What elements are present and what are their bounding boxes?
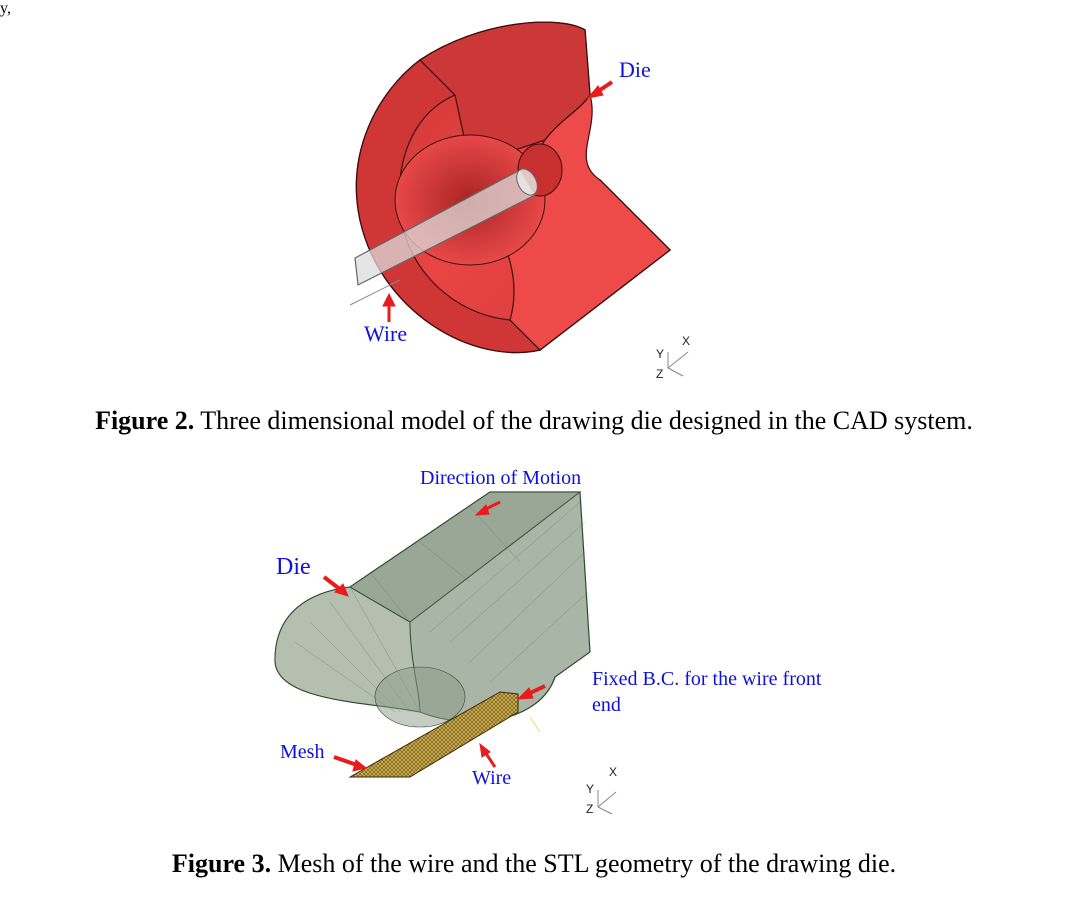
wire-rod [354,169,536,286]
die-label: Die [276,554,311,580]
figure-2-caption: Figure 2. Three dimensional model of the… [0,405,1068,437]
figure-3-illustration: X Y Z [274,491,617,816]
direction-arrow [474,500,501,516]
fixed-bc-label-line-2: end [592,694,621,716]
axis-y-label: Y [586,782,594,796]
direction-of-motion-label: Direction of Motion [420,467,582,489]
axis-y-label: Y [656,347,664,361]
wire-arrow [479,742,497,768]
figure-2: X Y Z Die Wire [0,0,1068,395]
figure-3-caption: Figure 3. Mesh of the wire and the STL g… [0,848,1068,880]
figure-3: X Y Z Direction of Motion Die Fixed B.C.… [0,462,1068,834]
fixed-bc-label-line-1: Fixed B.C. for the wire front [592,668,822,690]
fixed-bc-arrow [516,684,546,700]
axis-triad: X Y Z [586,765,617,816]
figure-2-caption-number: Figure 2. [95,406,195,435]
die-arrow [322,575,349,597]
figure-3-caption-text: Mesh of the wire and the STL geometry of… [271,849,897,878]
axis-x-label: X [682,334,690,348]
figure-2-illustration: X Y Z [349,21,690,381]
mesh-label: Mesh [280,741,325,763]
wire-arrow [382,292,396,322]
wire-label: Wire [364,321,408,346]
die-arrow [586,80,614,99]
fixed-bc-label: Fixed B.C. for the wire front end [592,666,821,718]
figure-3-caption-number: Figure 3. [171,849,272,878]
wire-mesh [348,691,519,778]
axis-triad: X Y Z [656,334,690,381]
axis-z-label: Z [656,367,663,381]
axis-x-label: X [609,765,617,779]
wire-label: Wire [472,767,512,789]
axis-z-label: Z [586,802,593,816]
figure-2-caption-text: Three dimensional model of the drawing d… [194,406,973,435]
mesh-arrow [333,755,368,772]
top-text-fragment: y, [0,0,11,17]
die-label: Die [619,57,651,82]
